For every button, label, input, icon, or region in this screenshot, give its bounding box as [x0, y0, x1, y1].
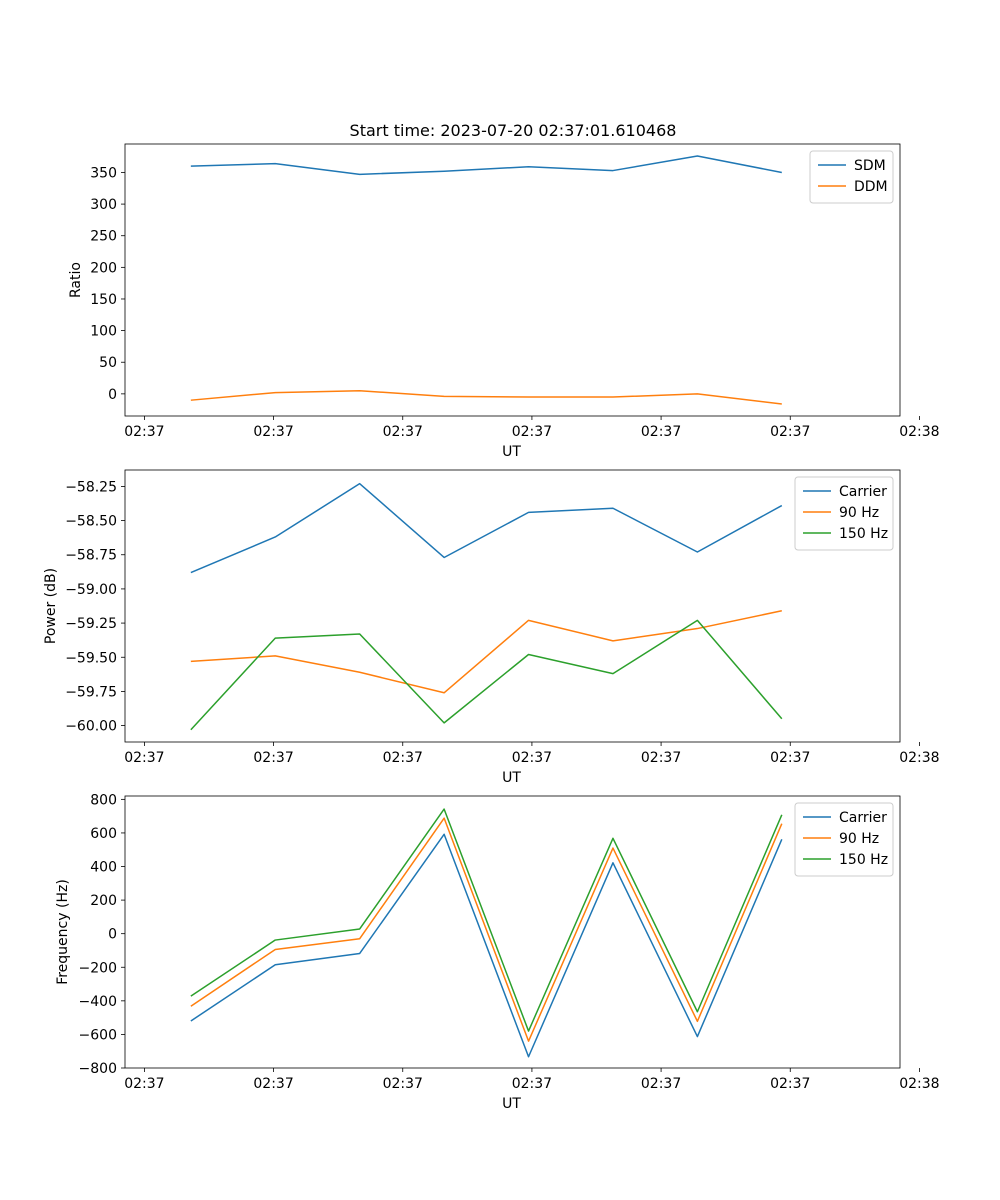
- frequency-y-tick-label: −200: [79, 960, 117, 976]
- frequency-legend-label: 90 Hz: [839, 831, 879, 847]
- frequency-panel: 02:37 02:37 02:37 02:37 02:37 02:37 02:38 −800 −…: [55, 792, 940, 1112]
- ratio-y-tick-label: 0: [108, 387, 117, 403]
- power-y-tick-label: −59.50: [65, 650, 117, 666]
- ratio-x-tick-label: 02:37: [641, 424, 681, 440]
- frequency-y-tick-label: −800: [79, 1061, 117, 1077]
- power-y-tick-label: −59.25: [65, 616, 117, 632]
- frequency-y-tick-label: −600: [79, 1027, 117, 1043]
- frequency-legend-label: Carrier: [839, 810, 887, 826]
- power-panel: 02:37 02:37 02:37 02:37 02:37 02:37 02:38 −60.0…: [43, 469, 940, 786]
- frequency-x-tick-label: 02:38: [899, 1076, 939, 1092]
- power-legend: [794, 476, 894, 551]
- ratio-y-tick-label: 200: [90, 260, 117, 276]
- frequency-x-axis-label: UT: [502, 1096, 521, 1112]
- power-series-line-150-hz: [190, 619, 783, 731]
- frequency-y-tick-label: −400: [79, 994, 117, 1010]
- ratio-x-tick-label: 02:37: [512, 424, 552, 440]
- frequency-legend: [794, 802, 894, 877]
- frequency-series-line-carrier: [190, 833, 783, 1058]
- ratio-x-tick-label: 02:37: [770, 424, 810, 440]
- ratio-series-line-sdm: [190, 155, 782, 176]
- power-y-tick-label: −58.25: [65, 479, 117, 495]
- ratio-y-tick-label: 150: [90, 292, 117, 308]
- frequency-x-tick-label: 02:37: [124, 1076, 164, 1092]
- ratio-legend-label: DDM: [854, 179, 888, 195]
- ratio-series-line-ddm: [190, 389, 782, 405]
- power-y-tick-label: −59.75: [65, 684, 117, 700]
- power-x-tick-label: 02:37: [124, 750, 164, 766]
- power-y-tick-label: −60.00: [65, 719, 117, 735]
- frequency-series-line-150-hz: [190, 808, 783, 1032]
- power-x-tick-label: 02:37: [641, 750, 681, 766]
- ratio-y-tick-label: 300: [90, 197, 117, 213]
- power-y-tick-label: −59.00: [65, 582, 117, 598]
- power-x-tick-label: 02:37: [770, 750, 810, 766]
- frequency-x-tick-label: 02:37: [383, 1076, 423, 1092]
- frequency-y-tick-label: 400: [90, 860, 117, 876]
- ratio-legend-label: SDM: [854, 158, 886, 174]
- power-x-tick-label: 02:38: [899, 750, 939, 766]
- frequency-y-tick-label: 200: [90, 893, 117, 909]
- chart-title: Start time: 2023-07-20 02:37:01.610468: [350, 121, 677, 140]
- frequency-y-tick-label: 0: [108, 927, 117, 943]
- power-x-tick-label: 02:37: [383, 750, 423, 766]
- frequency-y-tick-label: 600: [90, 826, 117, 842]
- power-legend-label: 90 Hz: [839, 505, 879, 521]
- ratio-legend: [809, 150, 894, 204]
- power-legend-label: 150 Hz: [839, 526, 888, 542]
- power-x-axis-label: UT: [502, 770, 521, 786]
- power-y-tick-label: −58.75: [65, 548, 117, 564]
- ratio-x-tick-label: 02:38: [899, 424, 939, 440]
- frequency-y-tick-label: 800: [90, 792, 117, 808]
- ratio-y-tick-label: 250: [90, 229, 117, 245]
- ratio-y-tick-label: 100: [90, 324, 117, 340]
- frequency-series-line-90-hz: [190, 817, 783, 1042]
- power-axes-frame: [124, 469, 901, 743]
- ratio-x-tick-label: 02:37: [253, 424, 293, 440]
- frequency-x-tick-label: 02:37: [512, 1076, 552, 1092]
- ratio-x-tick-label: 02:37: [383, 424, 423, 440]
- ratio-y-tick-label: 50: [99, 355, 117, 371]
- frequency-axes-frame: [124, 795, 901, 1069]
- power-legend-label: Carrier: [839, 484, 887, 500]
- ratio-x-tick-label: 02:37: [124, 424, 164, 440]
- power-x-tick-label: 02:37: [253, 750, 293, 766]
- ratio-panel: 02:37 02:37 02:37 02:37 02:37 02:37 02:38 0 50 10…: [68, 143, 940, 460]
- power-series-line-carrier: [190, 482, 783, 574]
- power-y-tick-label: −58.50: [65, 514, 117, 530]
- frequency-x-tick-label: 02:37: [253, 1076, 293, 1092]
- power-y-axis-label: Power (dB): [43, 568, 59, 644]
- power-x-tick-label: 02:37: [512, 750, 552, 766]
- frequency-legend-label: 150 Hz: [839, 852, 888, 868]
- ratio-x-axis-label: UT: [502, 444, 521, 460]
- frequency-y-axis-label: Frequency (Hz): [55, 879, 71, 985]
- frequency-x-tick-label: 02:37: [770, 1076, 810, 1092]
- frequency-x-tick-label: 02:37: [641, 1076, 681, 1092]
- ratio-y-tick-label: 350: [90, 165, 117, 181]
- power-series-line-90-hz: [190, 610, 782, 694]
- ratio-y-axis-label: Ratio: [68, 262, 84, 298]
- ratio-axes-frame: [124, 143, 901, 417]
